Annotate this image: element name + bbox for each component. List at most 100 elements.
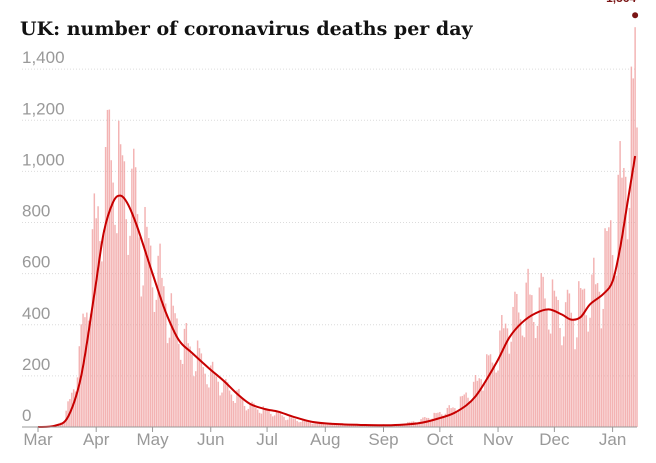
daily-bar [273,415,276,427]
daily-bar [474,375,477,427]
daily-bar [230,394,233,427]
daily-bar [504,323,507,427]
x-tick-label: Dec [539,430,570,449]
daily-bar [148,238,150,427]
daily-bar [339,424,342,427]
daily-bar [234,402,236,427]
daily-bar [281,415,283,427]
daily-bar [439,411,441,427]
daily-bar [446,407,449,427]
daily-bar [303,420,306,427]
daily-bar [61,422,64,427]
daily-bar [322,423,325,427]
daily-bar [133,148,135,427]
peak-label: 1,564 [606,0,636,5]
daily-bar [296,420,298,427]
daily-bar [63,421,66,427]
daily-bar [585,315,588,427]
daily-bar [598,291,601,427]
daily-bar [97,206,99,427]
daily-bar [181,363,184,427]
daily-bar [91,229,94,427]
daily-bar [506,328,509,427]
x-tick-label: May [136,430,169,449]
daily-bar [328,422,330,427]
daily-bar [300,421,302,427]
daily-bar [429,420,432,427]
daily-bar [279,412,281,427]
y-tick-label: 400 [22,304,50,323]
daily-bar [591,274,593,427]
daily-bar [146,226,148,427]
daily-bar [465,392,467,427]
daily-bar [531,295,533,427]
daily-bar [228,390,231,427]
x-tick-label: Oct [427,430,454,449]
daily-bar [489,354,492,427]
daily-bar [134,167,137,427]
daily-bar [95,218,97,427]
daily-bar [266,409,268,427]
daily-bar [275,411,278,427]
daily-bar [350,425,353,427]
daily-bar [478,378,481,427]
daily-bar [287,419,289,427]
y-tick-label: 600 [22,253,50,272]
daily-bar [559,327,561,427]
daily-bar [106,109,109,427]
daily-bar [482,390,484,427]
daily-bar [563,336,565,427]
daily-bar [521,335,524,427]
daily-bar [333,423,336,427]
daily-bar [67,401,69,427]
y-tick-label: 1,000 [22,150,65,169]
daily-bar [226,382,229,427]
daily-bar [332,423,334,427]
daily-bar [318,422,321,427]
daily-bar [253,403,255,427]
daily-bar [187,343,189,427]
daily-bar [131,168,133,427]
daily-bar [427,417,430,427]
x-axis-ticks: Mar Apr May Jun Jul Aug Sep Oct Nov Dec Jan [23,427,626,449]
daily-bar [112,182,114,427]
daily-bar [617,174,619,427]
daily-bar [623,167,625,427]
daily-bar [405,424,407,427]
daily-bar [298,422,300,427]
daily-bar [431,418,434,427]
x-tick-label: Jul [256,430,278,449]
daily-bar [606,231,608,427]
daily-bar [108,109,111,427]
daily-bar [164,303,167,427]
daily-bar [307,421,310,427]
daily-bar [491,362,494,427]
daily-bar [542,276,544,427]
daily-bar [549,333,552,427]
x-tick-label: Mar [23,430,53,449]
daily-bar [454,408,456,427]
daily-bar [211,361,214,427]
daily-bar [260,413,263,427]
daily-bar [89,313,92,427]
daily-bar [457,409,460,427]
daily-bars [39,27,638,428]
daily-bar [337,424,340,427]
daily-bar [555,296,557,427]
daily-bar [196,340,199,427]
daily-bar [249,403,251,427]
daily-bar [258,412,261,427]
daily-bar [189,346,191,427]
daily-bar [461,395,464,427]
y-tick-label: 800 [22,202,50,221]
x-tick-label: Nov [483,430,514,449]
daily-bar [305,421,308,427]
daily-bar [519,319,522,427]
daily-bar [116,233,118,427]
daily-bar [270,413,272,427]
daily-bar [202,367,204,427]
daily-bar [613,276,616,427]
daily-bar [219,395,221,427]
daily-bar [600,328,603,427]
average-line [37,155,637,428]
